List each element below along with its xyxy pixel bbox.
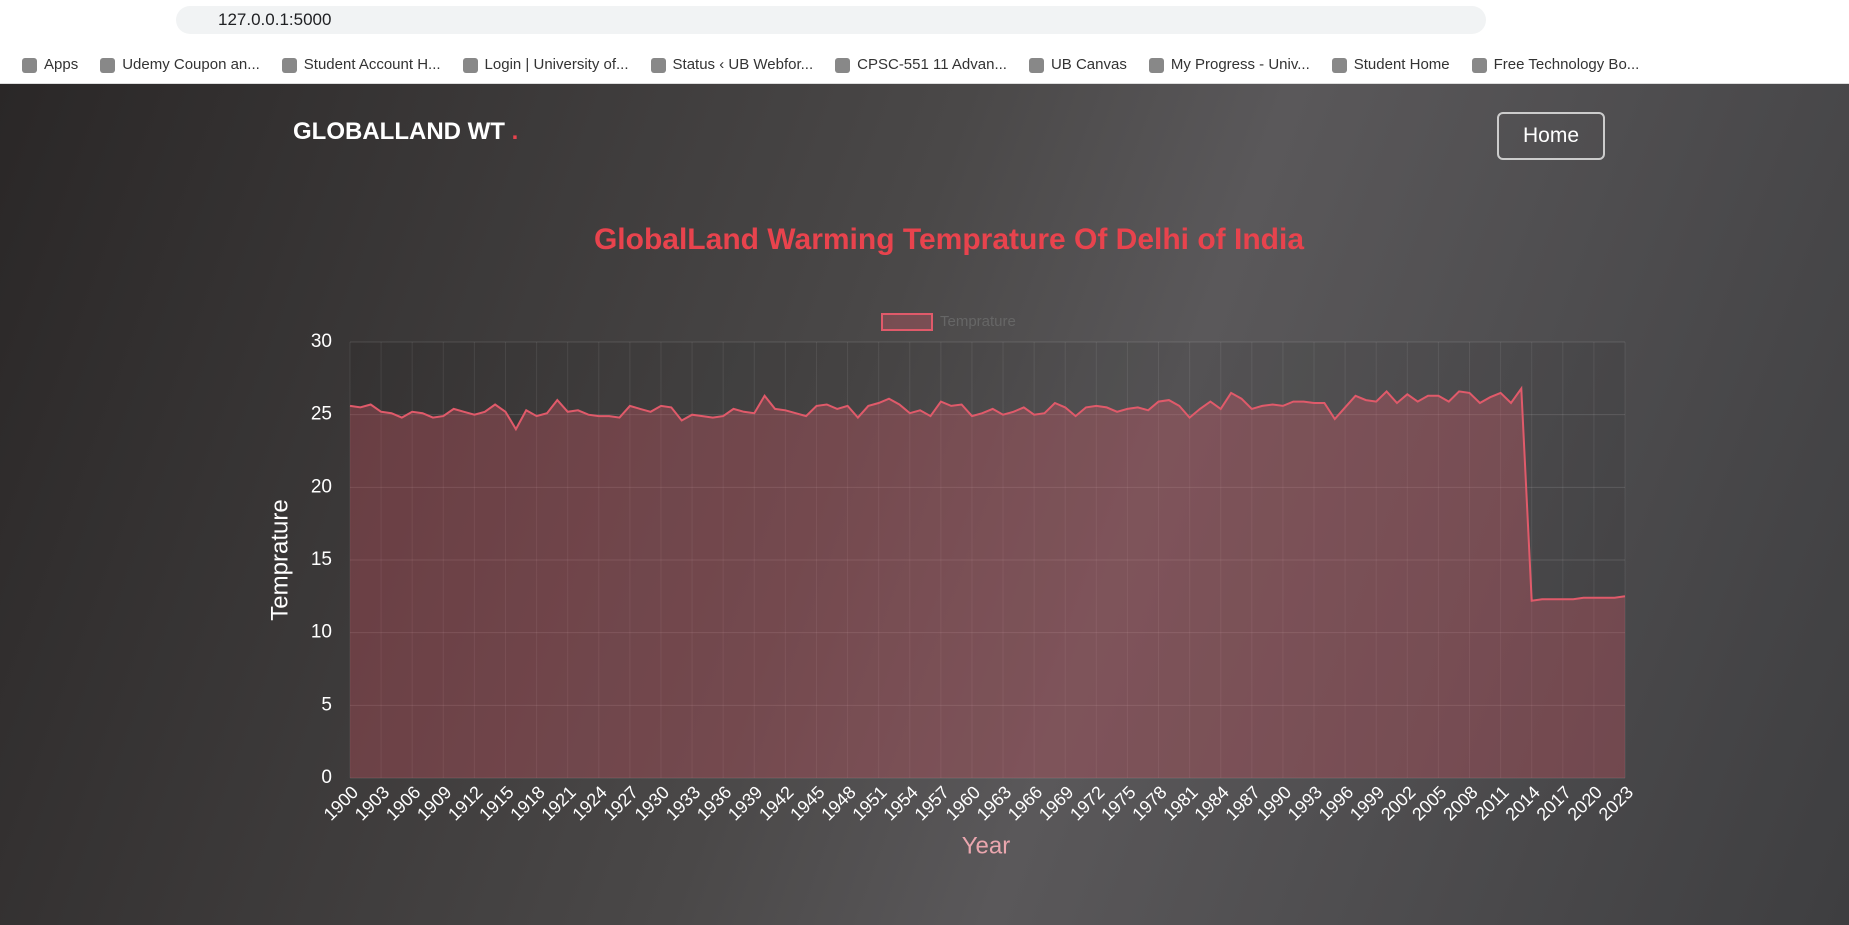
x-tick-label: 1996 — [1315, 782, 1357, 824]
bookmark[interactable]: Status ‹ UB Webfor... — [650, 47, 813, 83]
x-tick-label: 1906 — [382, 782, 424, 824]
bookmark[interactable]: CPSC-551 11 Advan... — [835, 47, 1007, 83]
x-tick-label: 1912 — [444, 782, 486, 824]
bookmarks-bar: Apps Udemy Coupon an... Student Account H.… — [0, 47, 1849, 84]
x-tick-label: 1993 — [1284, 782, 1326, 824]
x-tick-label: 1981 — [1159, 782, 1201, 824]
area-fill — [350, 388, 1625, 778]
y-tick-label: 25 — [311, 404, 332, 425]
x-tick-label: 1927 — [600, 782, 642, 824]
bookmark[interactable]: Login | University of... — [462, 47, 629, 83]
y-tick-label: 10 — [311, 622, 332, 643]
x-tick-label: 1969 — [1035, 782, 1077, 824]
address-bar[interactable]: 127.0.0.1:5000 — [176, 6, 1486, 34]
x-tick-label: 1954 — [879, 782, 921, 824]
x-axis-label: Year — [962, 832, 1011, 859]
y-tick-label: 15 — [311, 549, 332, 570]
x-tick-label: 2023 — [1595, 782, 1637, 824]
page-body: GLOBALLAND WT . Home — [0, 84, 1849, 925]
x-tick-label: 2017 — [1533, 782, 1575, 824]
x-tick-label: 1942 — [755, 782, 797, 824]
x-tick-label: 1945 — [786, 782, 828, 824]
browser-toolbar: 127.0.0.1:5000 — [0, 0, 1849, 47]
x-tick-label: 1999 — [1346, 782, 1388, 824]
bookmark[interactable]: My Progress - Univ... — [1148, 47, 1310, 83]
x-tick-label: 1903 — [351, 782, 393, 824]
y-tick-label: 0 — [321, 767, 332, 788]
bookmark[interactable]: Apps — [22, 47, 78, 83]
y-tick-label: 20 — [311, 476, 332, 497]
x-tick-label: 1933 — [662, 782, 704, 824]
y-tick-label: 5 — [321, 694, 332, 715]
url: 127.0.0.1:5000 — [218, 10, 332, 29]
bookmark[interactable]: UB Canvas — [1028, 47, 1127, 83]
x-tick-label: 1909 — [413, 782, 455, 824]
brand[interactable]: GLOBALLAND WT . — [293, 118, 518, 146]
x-tick-label: 1972 — [1066, 782, 1108, 824]
brand-text: GLOBALLAND WT — [293, 118, 505, 145]
x-tick-label: 1990 — [1253, 782, 1295, 824]
x-tick-label: 1963 — [973, 782, 1015, 824]
x-tick-label: 1900 — [320, 782, 362, 824]
x-tick-label: 1918 — [506, 782, 548, 824]
x-tick-label: 2020 — [1564, 782, 1606, 824]
line — [349, 385, 1626, 602]
x-tick-label: 1975 — [1097, 782, 1139, 824]
x-tick-label: 1984 — [1190, 782, 1232, 824]
x-tick-label: 2014 — [1501, 782, 1543, 824]
bookmark[interactable]: Student Account H... — [281, 47, 441, 83]
bookmark[interactable]: Udemy Coupon an... — [100, 47, 260, 83]
x-tick-label: 1936 — [693, 782, 735, 824]
x-tick-label: 1966 — [1004, 782, 1046, 824]
y-tick-label: 30 — [311, 331, 332, 352]
chart: GlobalLand Warming Temprature Of Delhi o… — [266, 223, 1637, 859]
x-tick-label: 1939 — [724, 782, 766, 824]
x-tick-label: 1957 — [911, 782, 953, 824]
x-tick-label: 1978 — [1128, 782, 1170, 824]
x-tick-label: 1930 — [631, 782, 673, 824]
legend-label: Temprature — [940, 313, 1016, 330]
x-tick-label: 1951 — [848, 782, 890, 824]
plot-area — [350, 342, 1625, 778]
x-tick-label: 1987 — [1222, 782, 1264, 824]
x-tick-label: 1960 — [942, 782, 984, 824]
x-tick-label: 1924 — [569, 782, 611, 824]
x-tick-label: 2008 — [1439, 782, 1481, 824]
chart-title: GlobalLand Warming Temprature Of Delhi o… — [594, 223, 1304, 256]
bookmark[interactable]: Free Technology Bo... — [1471, 47, 1639, 83]
x-tick-label: 2002 — [1377, 782, 1419, 824]
x-tick-label: 2011 — [1471, 782, 1513, 824]
home-button[interactable]: Home — [1497, 112, 1605, 160]
x-tick-label: 1921 — [537, 782, 579, 824]
x-tick-label: 2005 — [1408, 782, 1450, 824]
brand-dot: . — [511, 118, 519, 145]
x-tick-label: 1948 — [817, 782, 859, 824]
bookmark[interactable]: Student Home — [1331, 47, 1450, 83]
legend-swatch — [881, 313, 933, 331]
x-tick-label: 1915 — [475, 782, 517, 824]
y-axis-label: Temprature — [266, 499, 293, 620]
